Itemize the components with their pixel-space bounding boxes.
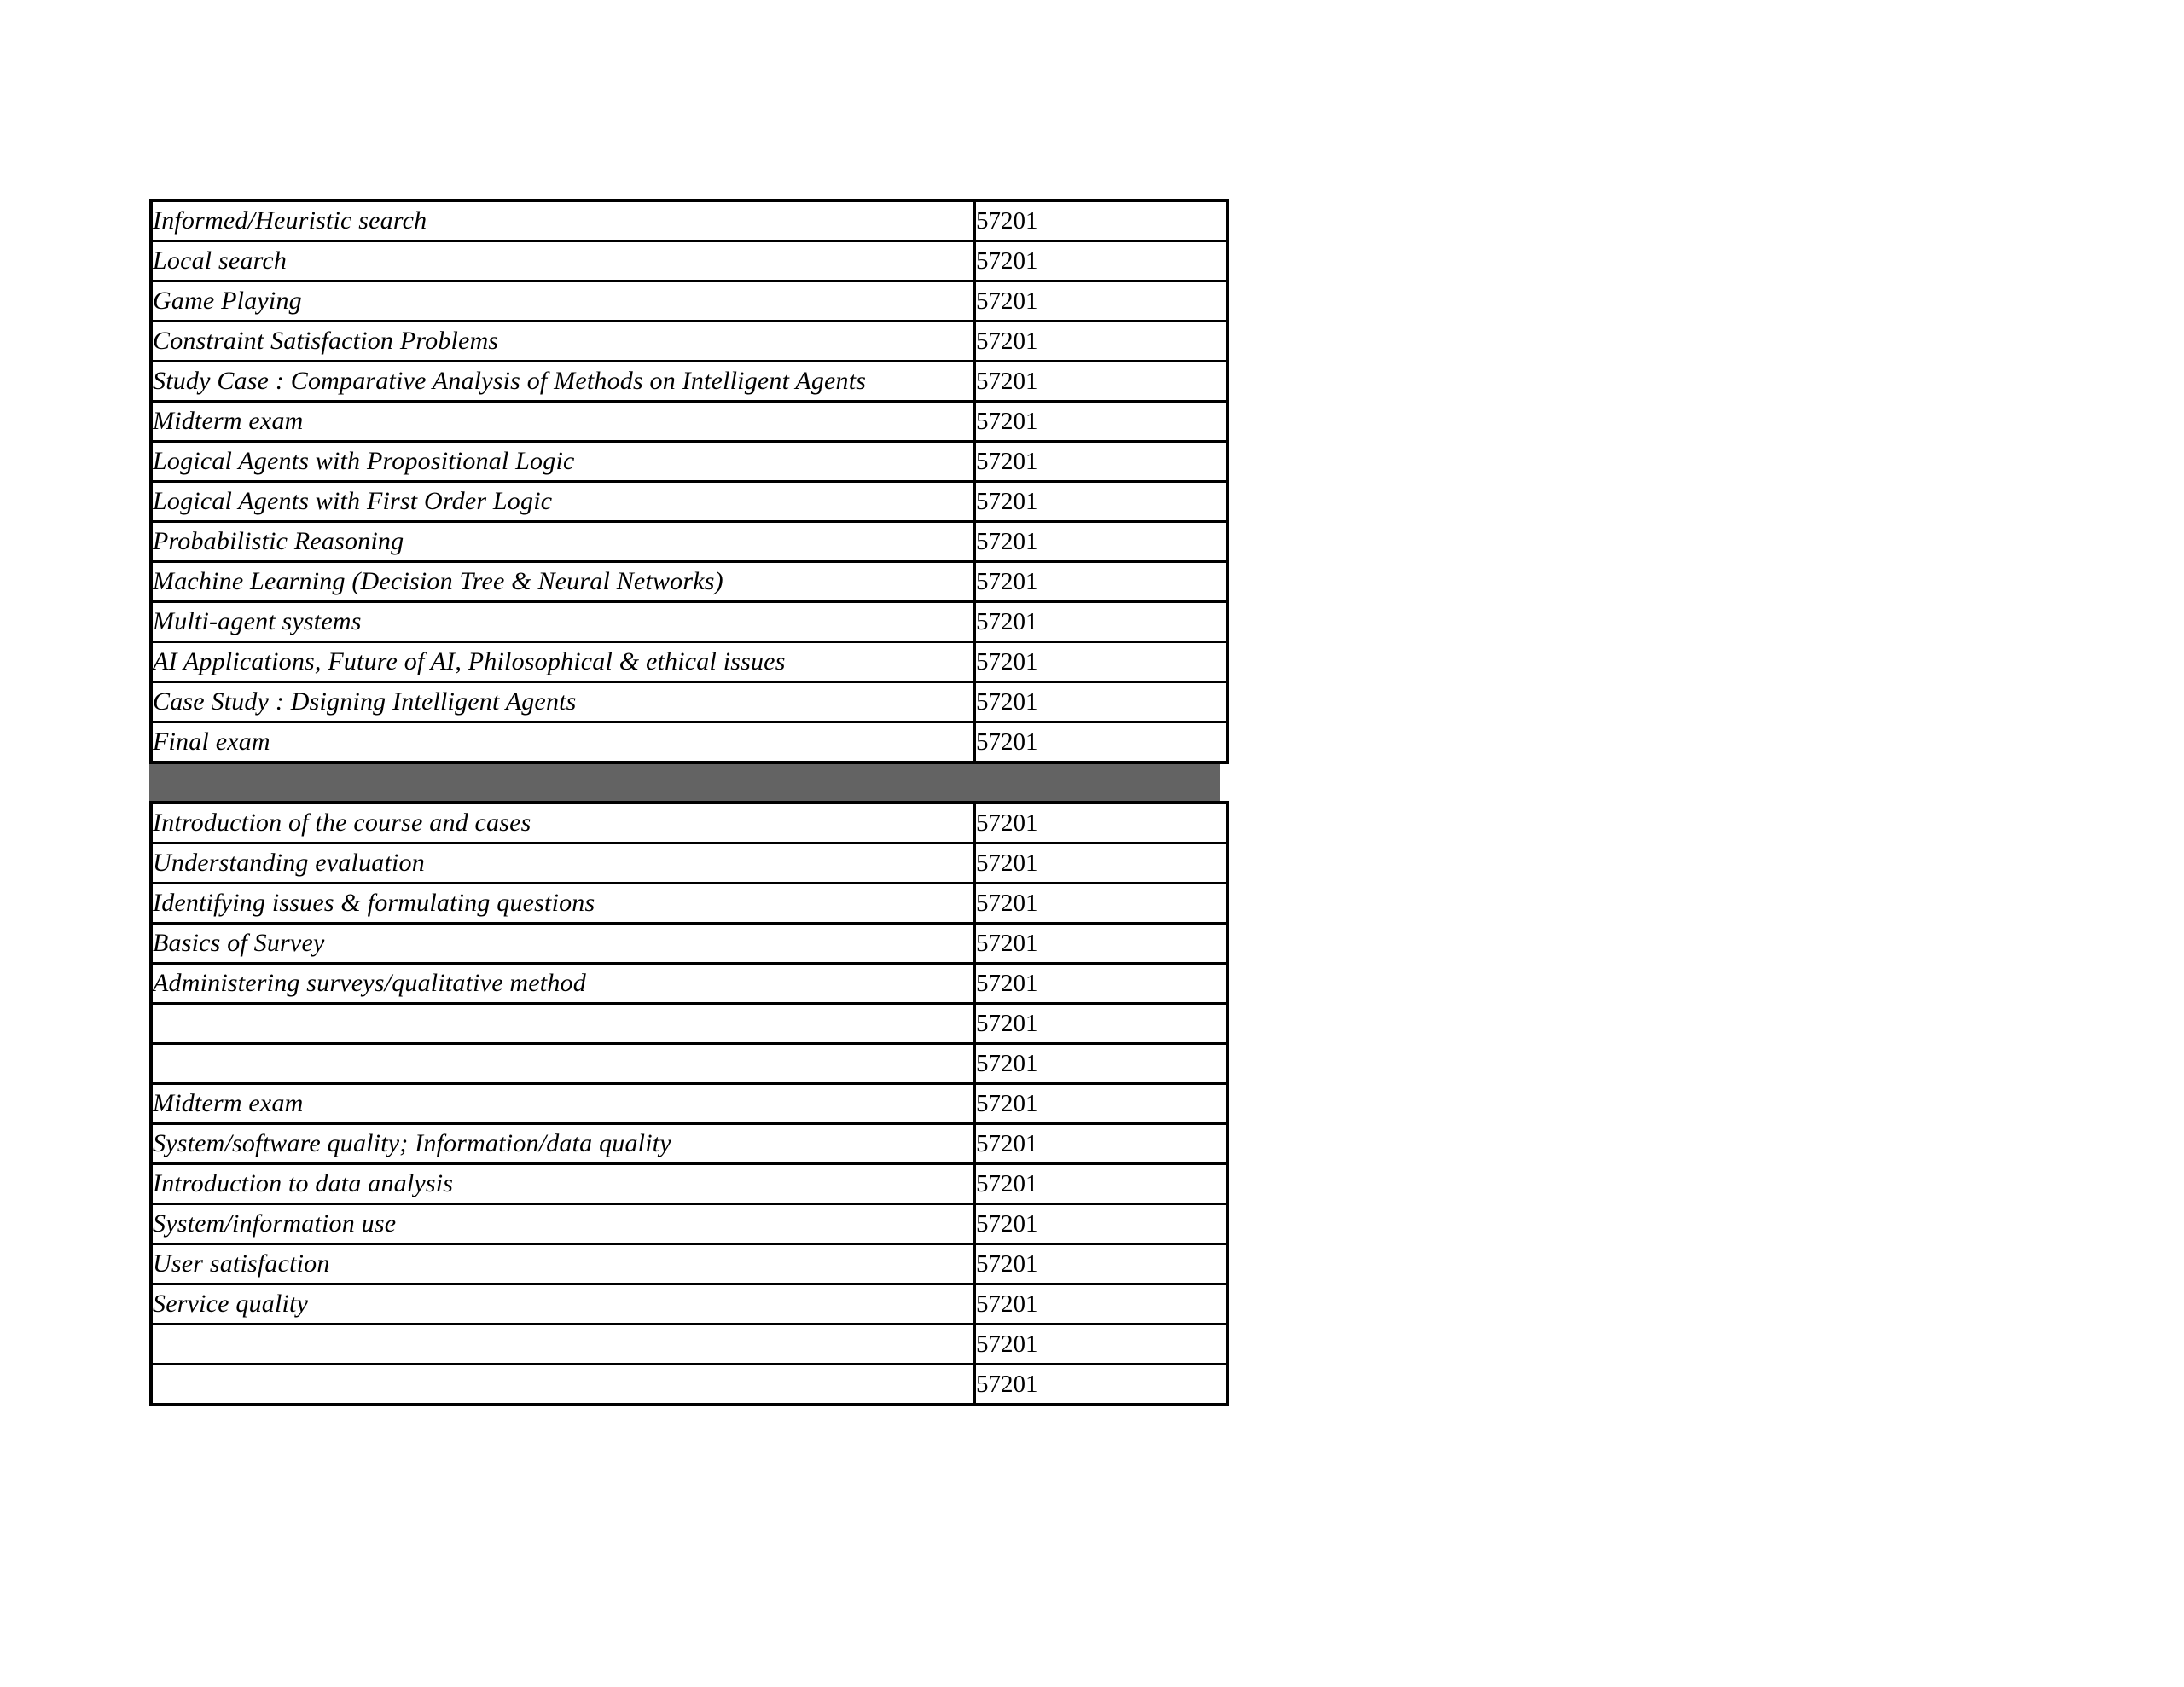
topic-cell: Multi-agent systems — [149, 600, 976, 643]
table-row: Informed/Heuristic search 57201 — [149, 199, 1229, 242]
section-separator-bar — [149, 764, 1220, 801]
table-row: Introduction of the course and cases 5720… — [149, 801, 1229, 844]
table-row: 57201 — [149, 1042, 1229, 1085]
topic-cell: System/information use — [149, 1203, 976, 1245]
table-row: Midterm exam 57201 — [149, 400, 1229, 443]
table-row: Constraint Satisfaction Problems 57201 — [149, 320, 1229, 362]
topic-cell: Administering surveys/qualitative method — [149, 962, 976, 1005]
code-cell: 57201 — [973, 1002, 1229, 1045]
table-row: Logical Agents with Propositional Logic 5… — [149, 440, 1229, 483]
code-cell: 57201 — [973, 1042, 1229, 1085]
code-cell: 57201 — [973, 842, 1229, 884]
table-row: System/software quality; Information/dat… — [149, 1122, 1229, 1165]
code-cell: 57201 — [973, 440, 1229, 483]
topic-cell — [149, 1363, 976, 1406]
table-row: 57201 — [149, 1363, 1229, 1406]
table-row: 57201 — [149, 1002, 1229, 1045]
topic-cell: Final exam — [149, 721, 976, 764]
topic-cell: Probabilistic Reasoning — [149, 520, 976, 563]
table-row: Game Playing 57201 — [149, 280, 1229, 322]
code-cell: 57201 — [973, 1323, 1229, 1365]
table-row: Multi-agent systems 57201 — [149, 600, 1229, 643]
topic-cell: Service quality — [149, 1283, 976, 1325]
topic-cell: Local search — [149, 240, 976, 282]
course-schedule-table: Informed/Heuristic search 57201 Local sear… — [149, 199, 1229, 1406]
code-cell: 57201 — [973, 1203, 1229, 1245]
code-cell: 57201 — [973, 1283, 1229, 1325]
topic-cell: Identifying issues & formulating questio… — [149, 882, 976, 925]
topic-cell — [149, 1002, 976, 1045]
table-section-2: Introduction of the course and cases 5720… — [149, 801, 1229, 1406]
topic-cell: Logical Agents with First Order Logic — [149, 480, 976, 523]
topic-cell: Case Study : Dsigning Intelligent Agents — [149, 681, 976, 723]
topic-cell: System/software quality; Information/dat… — [149, 1122, 976, 1165]
topic-cell: Game Playing — [149, 280, 976, 322]
topic-cell: Constraint Satisfaction Problems — [149, 320, 976, 362]
code-cell: 57201 — [973, 922, 1229, 965]
code-cell: 57201 — [973, 199, 1229, 242]
code-cell: 57201 — [973, 480, 1229, 523]
table-row: Understanding evaluation 57201 — [149, 842, 1229, 884]
table-row: Midterm exam 57201 — [149, 1082, 1229, 1125]
topic-cell: Understanding evaluation — [149, 842, 976, 884]
topic-cell: Machine Learning (Decision Tree & Neural… — [149, 560, 976, 603]
table-row: Study Case : Comparative Analysis of Met… — [149, 360, 1229, 403]
table-row: System/information use 57201 — [149, 1203, 1229, 1245]
code-cell: 57201 — [973, 882, 1229, 925]
topic-cell: User satisfaction — [149, 1243, 976, 1285]
table-row: Probabilistic Reasoning 57201 — [149, 520, 1229, 563]
table-row: User satisfaction 57201 — [149, 1243, 1229, 1285]
code-cell: 57201 — [973, 641, 1229, 683]
code-cell: 57201 — [973, 520, 1229, 563]
code-cell: 57201 — [973, 560, 1229, 603]
topic-cell: Introduction of the course and cases — [149, 801, 976, 844]
code-cell: 57201 — [973, 400, 1229, 443]
code-cell: 57201 — [973, 721, 1229, 764]
table-row: Introduction to data analysis 57201 — [149, 1162, 1229, 1205]
code-cell: 57201 — [973, 1363, 1229, 1406]
topic-cell — [149, 1323, 976, 1365]
code-cell: 57201 — [973, 320, 1229, 362]
table-row: Machine Learning (Decision Tree & Neural… — [149, 560, 1229, 603]
table-row: Basics of Survey 57201 — [149, 922, 1229, 965]
topic-cell — [149, 1042, 976, 1085]
table-row: Local search 57201 — [149, 240, 1229, 282]
table-row: Case Study : Dsigning Intelligent Agents… — [149, 681, 1229, 723]
table-row: Administering surveys/qualitative method… — [149, 962, 1229, 1005]
table-row: Identifying issues & formulating questio… — [149, 882, 1229, 925]
code-cell: 57201 — [973, 681, 1229, 723]
table-row: Logical Agents with First Order Logic 572… — [149, 480, 1229, 523]
topic-cell: Midterm exam — [149, 1082, 976, 1125]
topic-cell: Introduction to data analysis — [149, 1162, 976, 1205]
table-row: AI Applications, Future of AI, Philosoph… — [149, 641, 1229, 683]
code-cell: 57201 — [973, 240, 1229, 282]
table-section-1: Informed/Heuristic search 57201 Local sear… — [149, 199, 1229, 764]
code-cell: 57201 — [973, 600, 1229, 643]
code-cell: 57201 — [973, 360, 1229, 403]
topic-cell: Study Case : Comparative Analysis of Met… — [149, 360, 976, 403]
topic-cell: Basics of Survey — [149, 922, 976, 965]
code-cell: 57201 — [973, 1122, 1229, 1165]
topic-cell: Midterm exam — [149, 400, 976, 443]
topic-cell: Informed/Heuristic search — [149, 199, 976, 242]
code-cell: 57201 — [973, 801, 1229, 844]
topic-cell: Logical Agents with Propositional Logic — [149, 440, 976, 483]
code-cell: 57201 — [973, 1243, 1229, 1285]
code-cell: 57201 — [973, 1082, 1229, 1125]
code-cell: 57201 — [973, 1162, 1229, 1205]
table-row: 57201 — [149, 1323, 1229, 1365]
table-row: Final exam 57201 — [149, 721, 1229, 764]
code-cell: 57201 — [973, 962, 1229, 1005]
code-cell: 57201 — [973, 280, 1229, 322]
table-row: Service quality 57201 — [149, 1283, 1229, 1325]
topic-cell: AI Applications, Future of AI, Philosoph… — [149, 641, 976, 683]
